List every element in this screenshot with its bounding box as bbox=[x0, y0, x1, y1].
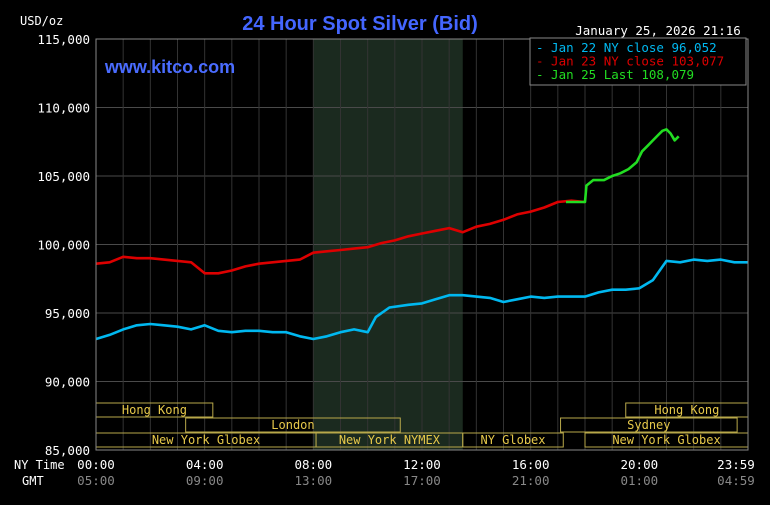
x-tick-label-gmt: 04:59 bbox=[717, 473, 755, 488]
series-line bbox=[95, 258, 748, 341]
y-tick-label: 85,000 bbox=[45, 443, 90, 458]
x-tick-label-ny: 08:00 bbox=[295, 457, 333, 472]
row-label-ny: NY Time bbox=[14, 458, 65, 472]
row-label-gmt: GMT bbox=[22, 474, 44, 488]
session-label: Hong Kong bbox=[122, 403, 187, 417]
x-tick-label-ny: 20:00 bbox=[621, 457, 659, 472]
unit-label: USD/oz bbox=[20, 14, 63, 28]
y-tick-label: 90,000 bbox=[45, 375, 90, 390]
session-label: Sydney bbox=[627, 418, 670, 432]
x-tick-label-gmt: 01:00 bbox=[621, 473, 659, 488]
series-line bbox=[566, 128, 680, 204]
x-tick-label-ny: 12:00 bbox=[403, 457, 441, 472]
watermark: www.kitco.com bbox=[104, 57, 235, 77]
chart-title: 24 Hour Spot Silver (Bid) bbox=[242, 13, 478, 35]
x-tick-label-ny: 04:00 bbox=[186, 457, 224, 472]
market-sessions: Hong Kong London New York Globex New York N… bbox=[95, 402, 749, 448]
series-line bbox=[95, 199, 586, 275]
x-tick-label-ny: 23:59 bbox=[717, 457, 755, 472]
plot-border bbox=[95, 38, 749, 451]
x-tick-label-gmt: 13:00 bbox=[295, 473, 333, 488]
x-tick-label-gmt: 17:00 bbox=[403, 473, 441, 488]
session-box bbox=[560, 417, 738, 433]
y-tick-label: 100,000 bbox=[37, 238, 90, 253]
x-tick-label-ny: 16:00 bbox=[512, 457, 550, 472]
legend-entry: - Jan 25 Last 108,079 bbox=[536, 67, 694, 82]
y-tick-label: 95,000 bbox=[45, 306, 90, 321]
y-tick-label: 115,000 bbox=[37, 32, 90, 47]
session-label: New York Globex bbox=[152, 433, 260, 447]
session-box bbox=[462, 432, 564, 448]
x-tick-label-gmt: 21:00 bbox=[512, 473, 550, 488]
y-tick-label: 110,000 bbox=[37, 101, 90, 116]
session-box bbox=[185, 417, 401, 433]
x-tick-label-ny: 00:00 bbox=[77, 457, 115, 472]
y-tick-label: 105,000 bbox=[37, 169, 90, 184]
session-label: NY Globex bbox=[480, 433, 545, 447]
legend-entry: - Jan 23 NY close 103,077 bbox=[536, 54, 724, 69]
session-label: New York NYMEX bbox=[339, 433, 441, 447]
session-label: New York Globex bbox=[612, 433, 720, 447]
x-tick-label-gmt: 05:00 bbox=[77, 473, 115, 488]
timestamp: January 25, 2026 21:16 bbox=[575, 23, 741, 38]
session-label: Hong Kong bbox=[654, 403, 719, 417]
gridlines bbox=[96, 38, 748, 451]
legend: - Jan 22 NY close 96,052- Jan 23 NY clos… bbox=[536, 40, 724, 82]
session-label: London bbox=[271, 418, 314, 432]
legend-box bbox=[529, 37, 747, 86]
x-tick-label-gmt: 09:00 bbox=[186, 473, 224, 488]
series-lines bbox=[95, 128, 748, 341]
legend-entry: - Jan 22 NY close 96,052 bbox=[536, 40, 717, 55]
y-axis-ticks: 85,000 90,000 95,000 100,000 105,000 110,000 1… bbox=[37, 32, 90, 458]
